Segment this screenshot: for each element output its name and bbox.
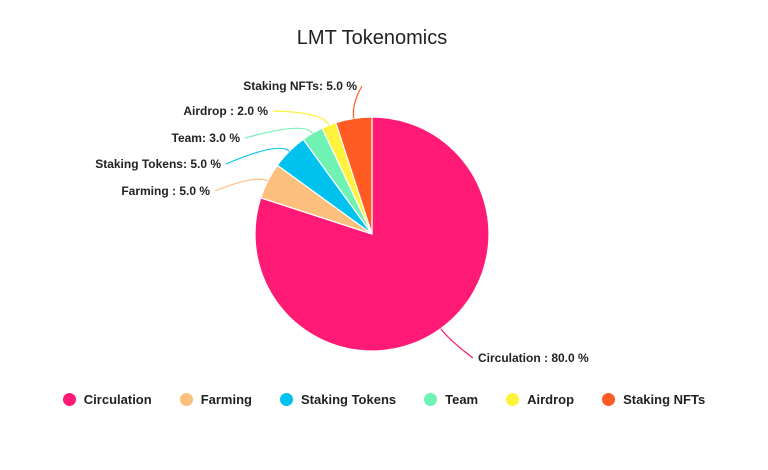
legend-label-farming: Farming bbox=[200, 391, 252, 407]
data-label-staking-tokens: Staking Tokens: 5.0 % bbox=[95, 157, 221, 171]
data-label-airdrop: Airdrop : 2.0 % bbox=[183, 104, 268, 118]
legend: Circulation Farming Staking Tokens Team … bbox=[0, 388, 768, 410]
legend-marker-circulation bbox=[62, 392, 76, 406]
chart-title: LMT Tokenomics bbox=[297, 27, 447, 49]
data-label-staking-nfts: Staking NFTs: 5.0 % bbox=[243, 79, 357, 93]
leader-line-team bbox=[244, 127, 313, 139]
legend-label-staking-tokens: Staking Tokens bbox=[301, 391, 397, 407]
pie-slice-staking-nfts[interactable] bbox=[335, 116, 373, 235]
legend-label-circulation: Circulation bbox=[83, 391, 152, 407]
data-label-circulation: Circulation : 80.0 % bbox=[478, 351, 589, 365]
data-label-farming: Farming : 5.0 % bbox=[121, 184, 210, 198]
data-label-team: Team: 3.0 % bbox=[172, 131, 241, 145]
legend-label-airdrop: Airdrop bbox=[527, 391, 575, 407]
legend-item-staking-nfts[interactable]: Staking NFTs bbox=[602, 392, 705, 407]
legend-marker-team bbox=[424, 392, 438, 406]
legend-label-team: Team bbox=[445, 391, 479, 407]
pie-slice-circulation[interactable] bbox=[254, 116, 490, 352]
legend-marker-staking-nfts bbox=[602, 392, 616, 406]
legend-label-staking-nfts: Staking NFTs bbox=[623, 391, 706, 407]
leader-line-airdrop bbox=[272, 110, 330, 126]
legend-item-circulation[interactable]: Circulation bbox=[62, 391, 152, 407]
leader-line-staking-tokens bbox=[225, 147, 290, 165]
legend-marker-airdrop bbox=[506, 392, 520, 406]
leader-line-circulation bbox=[440, 328, 474, 359]
leader-line-staking-nfts bbox=[352, 85, 363, 119]
legend-item-farming[interactable]: Farming bbox=[179, 391, 252, 407]
legend-item-staking-tokens[interactable]: Staking Tokens bbox=[280, 392, 396, 407]
legend-marker-farming bbox=[179, 392, 193, 406]
legend-marker-staking-tokens bbox=[280, 392, 293, 406]
legend-item-airdrop[interactable]: Airdrop bbox=[506, 392, 574, 407]
leader-line-farming bbox=[214, 178, 269, 192]
legend-item-team[interactable]: Team bbox=[424, 392, 478, 407]
